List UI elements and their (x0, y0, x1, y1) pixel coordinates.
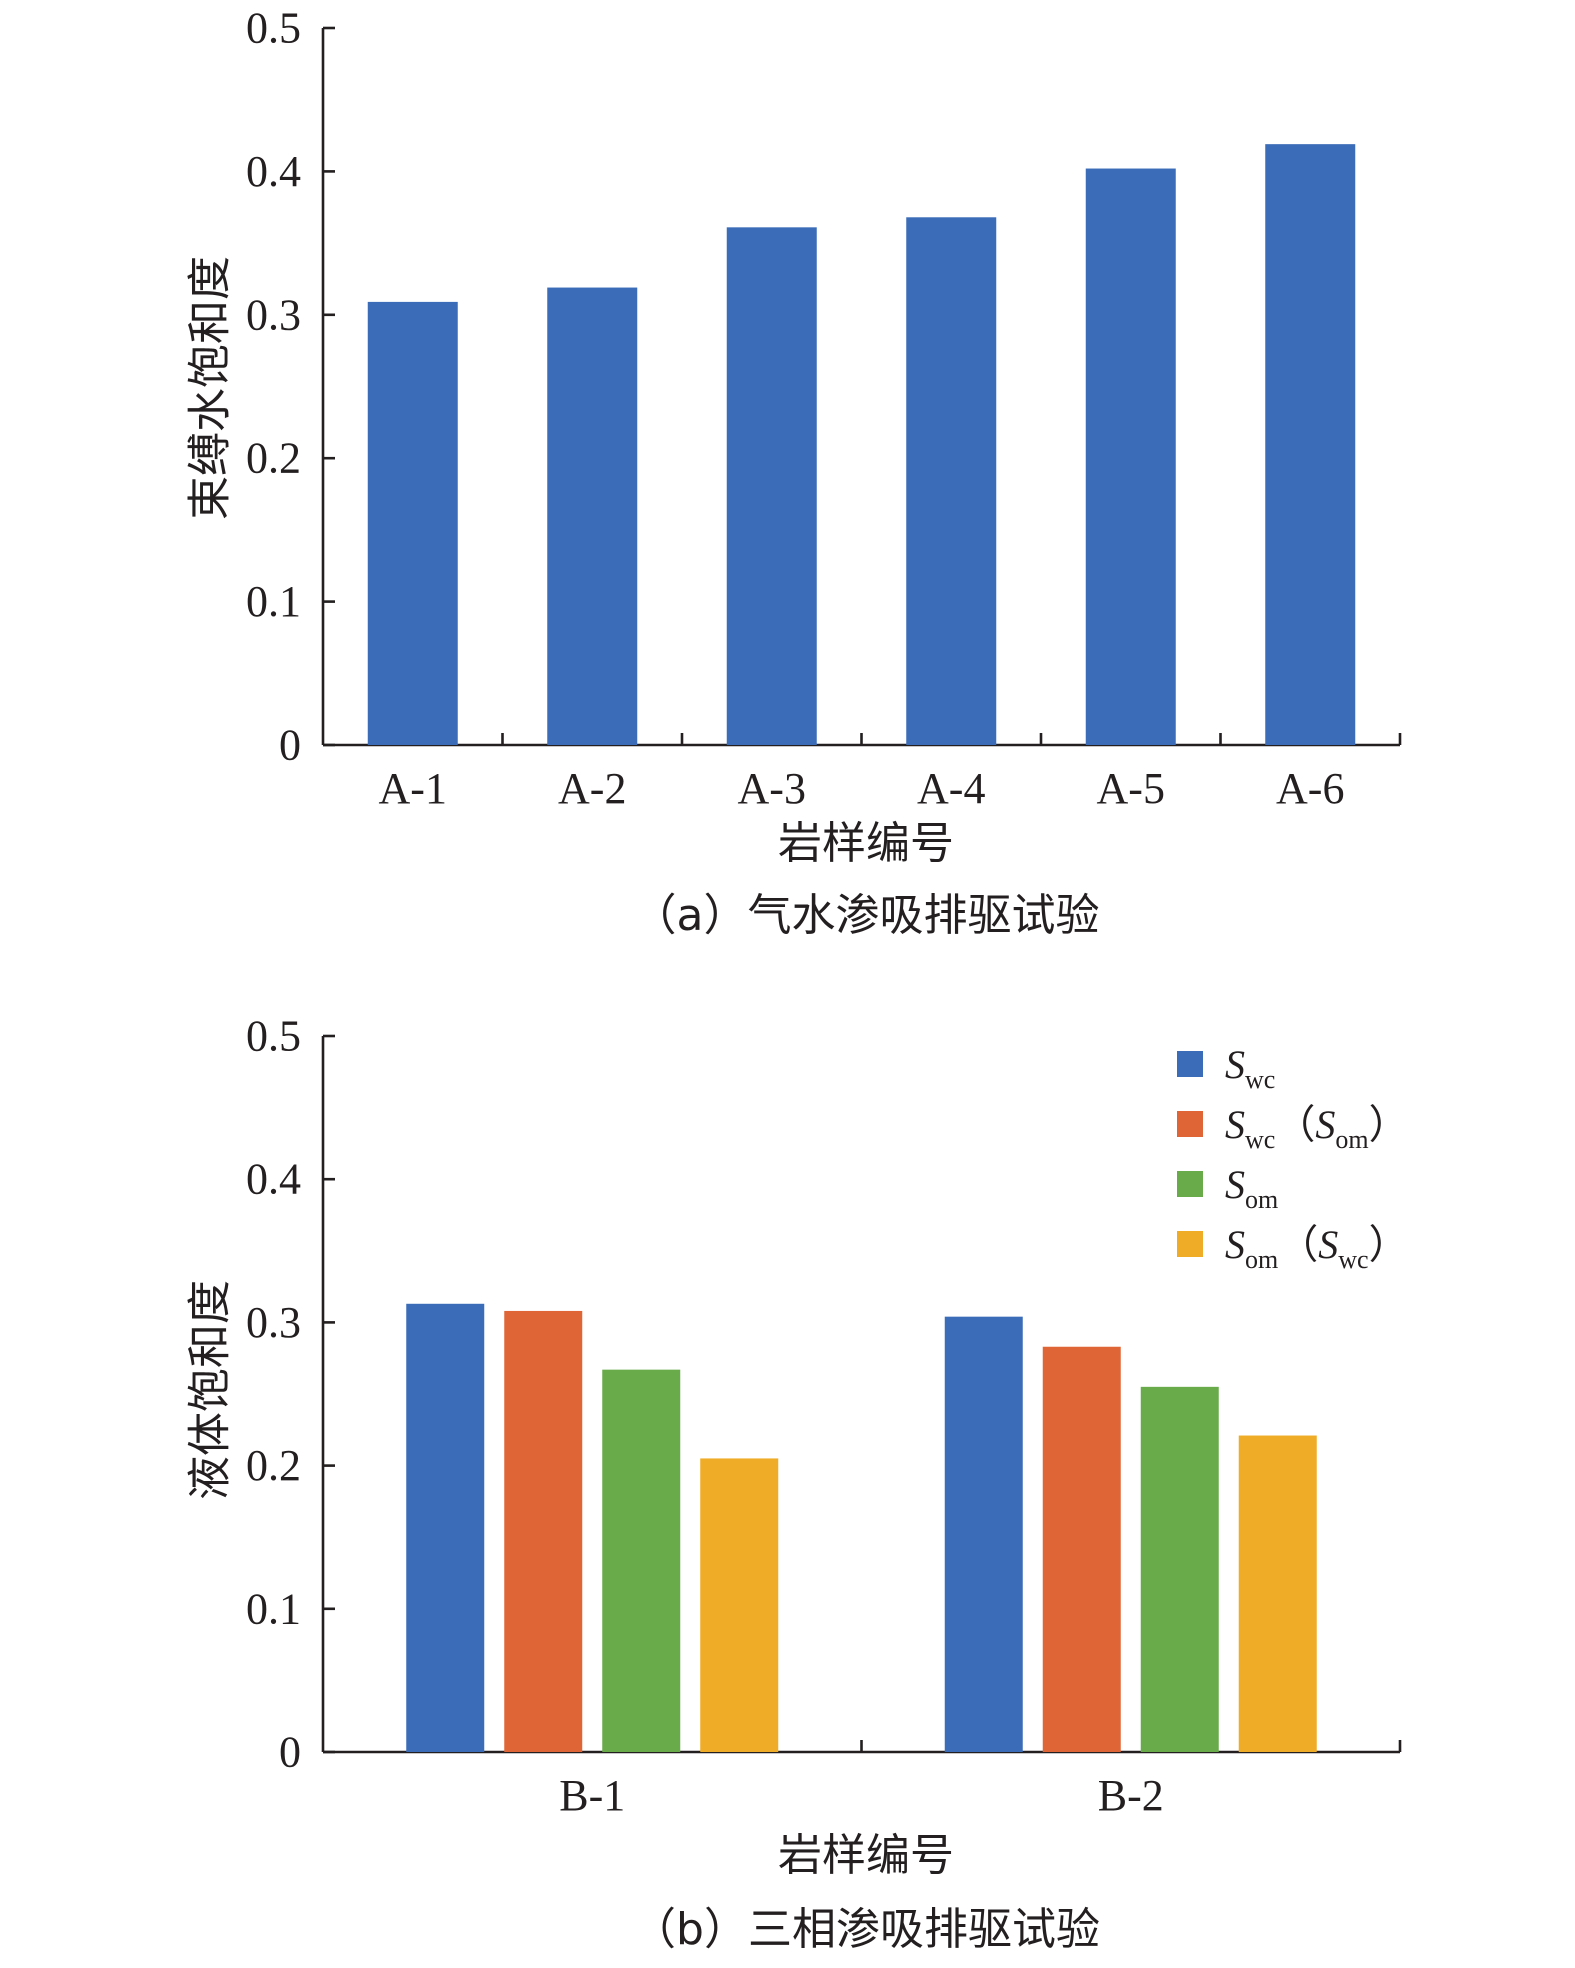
x-tick-label: A-5 (1097, 764, 1165, 813)
y-tick-label: 0.1 (246, 577, 301, 626)
bar (504, 1310, 583, 1752)
chart-b: 0 0.1 0.2 0.3 0.4 0.5 B-1 B-2 Swc Swc（Som） Som So… (185, 1012, 1409, 1956)
chart-a-x-axis-label: 岩样编号 (778, 818, 954, 869)
chart-b-legend: Swc Swc（Som） Som Som（Swc） (1177, 1042, 1409, 1274)
chart-b-y-axis-label: 液体饱和度 (185, 1280, 236, 1500)
legend-swatch (1177, 1171, 1203, 1197)
chart-b-y-tick-labels: 0 0.1 0.2 0.3 0.4 0.5 (246, 1012, 301, 1777)
bar (726, 227, 817, 746)
x-tick-label: B-1 (559, 1771, 625, 1820)
y-tick-label: 0.1 (246, 1584, 301, 1633)
y-tick-label: 0.5 (246, 1012, 301, 1061)
y-tick-label: 0 (279, 721, 301, 770)
bar (1140, 1386, 1219, 1752)
chart-a-axes (321, 26, 1402, 747)
legend-swatch (1177, 1051, 1203, 1077)
chart-b-bars (406, 1303, 1317, 1752)
legend-swatch (1177, 1111, 1203, 1137)
chart-a-x-tick-labels: A-1 A-2 A-3 A-4 A-5 A-6 (379, 764, 1345, 813)
bar (1042, 1346, 1121, 1752)
chart-a-y-axis-label: 束缚水饱和度 (185, 256, 236, 520)
y-tick-label: 0.4 (246, 1155, 301, 1204)
chart-a-bars (367, 144, 1356, 746)
x-tick-label: A-1 (379, 764, 447, 813)
x-tick-label: A-4 (917, 764, 985, 813)
chart-b-axes (321, 1034, 1402, 1754)
x-tick-label: B-2 (1098, 1771, 1164, 1820)
bar (1085, 168, 1176, 746)
y-tick-label: 0.2 (246, 434, 301, 483)
bar (406, 1303, 485, 1752)
y-tick-label: 0.3 (246, 290, 301, 339)
bar (906, 217, 997, 746)
legend-label: Swc (1225, 1042, 1275, 1094)
bar (1238, 1435, 1317, 1752)
bar (1265, 144, 1356, 746)
chart-a-y-tick-labels: 0 0.1 0.2 0.3 0.4 0.5 (246, 4, 301, 770)
legend-label: Som（Swc） (1225, 1222, 1409, 1274)
chart-a-caption: （a）气水渗吸排驱试验 (633, 890, 1100, 941)
x-tick-label: A-6 (1276, 764, 1344, 813)
bar (367, 301, 458, 745)
y-tick-label: 0.5 (246, 4, 301, 53)
legend-swatch (1177, 1231, 1203, 1257)
x-tick-label: A-2 (558, 764, 626, 813)
x-tick-label: A-3 (738, 764, 806, 813)
bar (602, 1369, 681, 1752)
y-tick-label: 0.3 (246, 1298, 301, 1347)
bar (547, 287, 638, 745)
bar (700, 1458, 779, 1752)
chart-b-x-tick-labels: B-1 B-2 (559, 1771, 1164, 1820)
bar (944, 1316, 1023, 1752)
chart-a: 0 0.1 0.2 0.3 0.4 0.5 A-1 A-2 A-3 A-4 A-5 A-6 束缚水饱… (185, 4, 1402, 941)
legend-label: Som (1225, 1162, 1278, 1214)
y-tick-label: 0 (279, 1728, 301, 1777)
chart-b-caption: （b）三相渗吸排驱试验 (632, 1904, 1100, 1955)
legend-label: Swc（Som） (1225, 1102, 1409, 1154)
y-tick-label: 0.2 (246, 1441, 301, 1490)
chart-b-x-axis-label: 岩样编号 (778, 1830, 954, 1881)
y-tick-label: 0.4 (246, 147, 301, 196)
